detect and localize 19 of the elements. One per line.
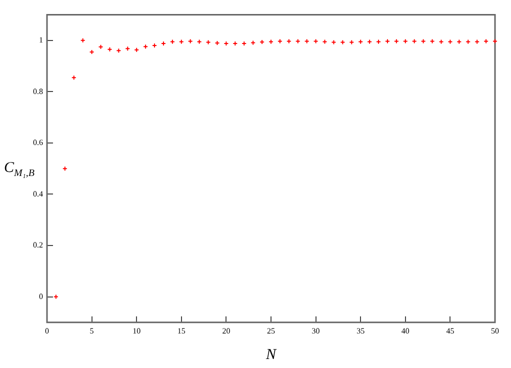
x-tick-label: 20 <box>222 326 230 336</box>
y-tick-label: 0 <box>39 292 43 301</box>
x-tick-label: 5 <box>90 326 94 336</box>
x-tick-label: 35 <box>356 326 365 336</box>
y-tick-label: 1 <box>39 36 43 45</box>
x-tick-label: 0 <box>45 326 49 336</box>
y-tick-label: 0.6 <box>33 138 43 148</box>
y-tick-label: 0.4 <box>33 189 43 198</box>
x-tick-label: 10 <box>132 326 141 336</box>
x-tick-label: 50 <box>491 326 499 336</box>
y-tick-label: 0.8 <box>33 86 43 96</box>
x-tick-label: 15 <box>177 326 186 336</box>
x-axis-title: N <box>264 346 277 363</box>
x-tick-label: 40 <box>401 326 410 336</box>
y-tick-label: 0.2 <box>33 240 43 250</box>
x-tick-label: 25 <box>267 326 275 336</box>
y-axis-title: C$_{M₁,B}$ <box>4 160 34 179</box>
x-tick-label: 45 <box>446 326 454 336</box>
x-tick-label: 30 <box>312 326 320 336</box>
